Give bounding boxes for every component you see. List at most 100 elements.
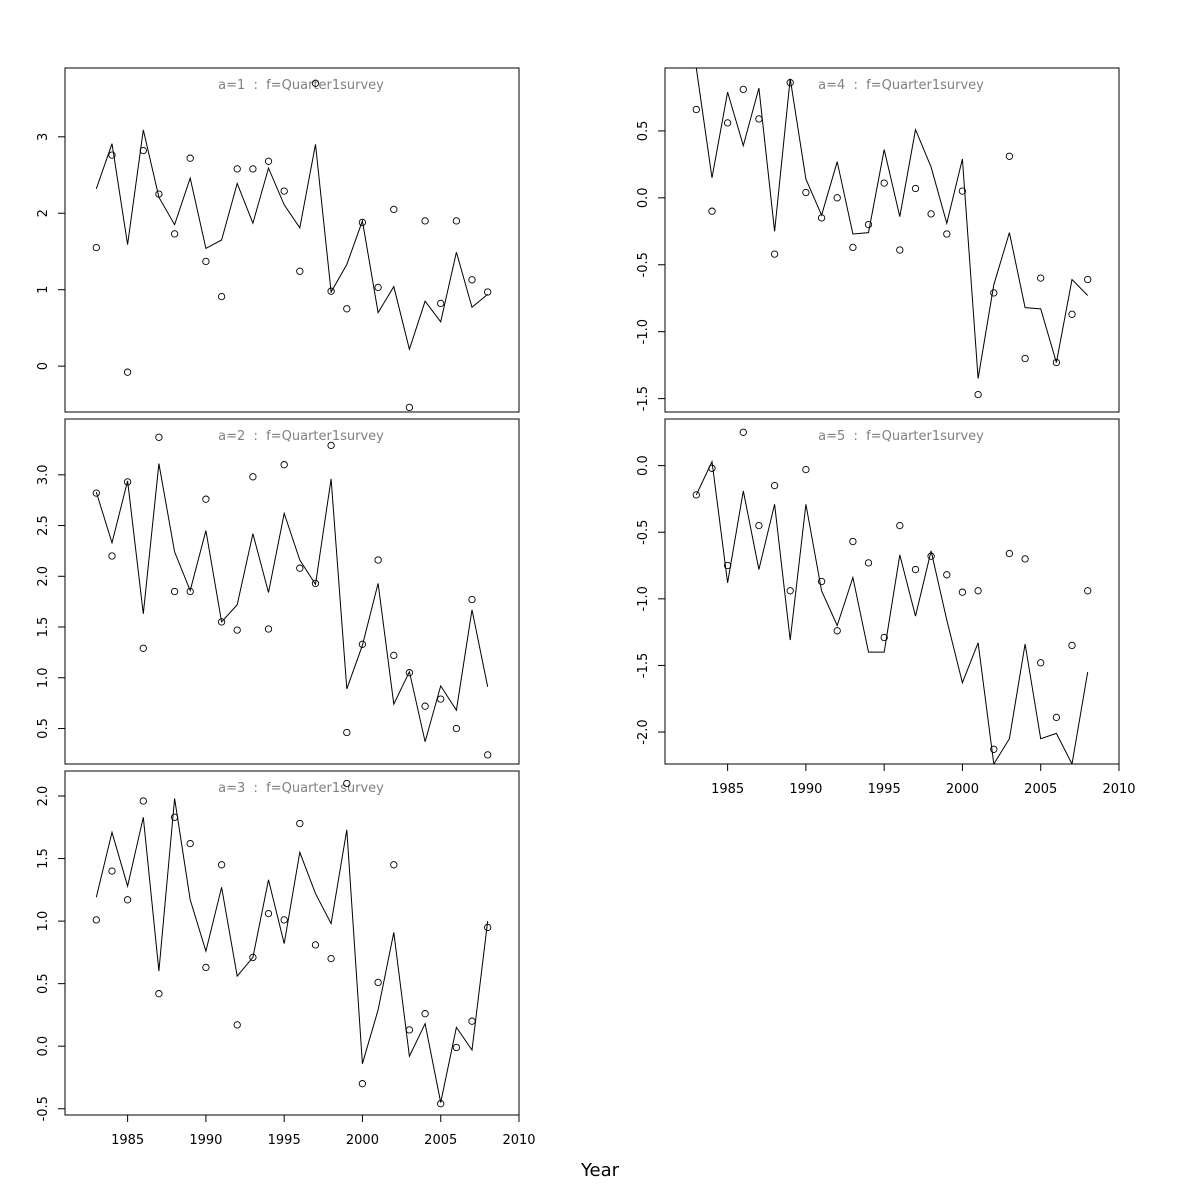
observed-point — [1052, 358, 1061, 367]
observed-point — [280, 461, 288, 469]
observed-point — [786, 587, 794, 595]
observed-point — [170, 813, 179, 821]
panel-title: a=1 : f=Quarter1survey — [218, 78, 384, 93]
panel-4: a=4 : f=Quarter1survey -1.5 -1.0 -0.5 0.0 0.5 — [636, 67, 1120, 413]
observed-point — [468, 1017, 476, 1025]
observed-point — [864, 559, 873, 567]
panel-frame — [64, 67, 520, 413]
x-axis: 1985 1990 1995 2000 2005 2010 — [111, 1114, 536, 1148]
x-tick-label: 1990 — [189, 1133, 222, 1148]
observed-point — [692, 491, 700, 499]
observed-point — [264, 625, 273, 633]
y-tick-label: 0.0 — [636, 187, 651, 208]
observed-point — [390, 205, 398, 214]
y-tick-label: -0.5 — [636, 520, 651, 545]
observed-point — [437, 299, 445, 308]
panel-frame — [64, 770, 520, 1116]
y-tick-label: -1.0 — [636, 319, 651, 344]
observed-point — [155, 433, 163, 441]
x-axis: 1985 1990 1995 2000 2005 2010 — [711, 763, 1136, 797]
observed-point — [311, 579, 320, 588]
observed-point — [327, 441, 335, 450]
panel-title: a=5 : f=Quarter1survey — [818, 429, 984, 444]
observed-point — [358, 218, 367, 227]
y-tick-label: 2.0 — [36, 566, 51, 587]
observed-point — [186, 154, 194, 162]
observed-point — [755, 115, 763, 123]
observed-point — [1005, 549, 1014, 558]
observed-point — [1021, 354, 1029, 363]
observed-point — [343, 728, 351, 737]
observed-point — [311, 79, 320, 87]
observed-point — [123, 368, 132, 376]
observed-point — [452, 1043, 461, 1052]
observed-point — [374, 283, 382, 292]
y-tick-label: 1 — [36, 286, 51, 294]
fitted-line — [95, 129, 489, 352]
x-tick-label: 1995 — [868, 782, 901, 797]
observed-point — [264, 909, 273, 918]
observed-point — [484, 923, 492, 932]
observed-point — [864, 220, 873, 229]
observed-point — [943, 571, 951, 579]
observed-point — [437, 1100, 445, 1108]
observed-point — [880, 179, 888, 187]
observed-point — [123, 896, 132, 904]
x-tick-label: 2000 — [346, 1133, 379, 1148]
observed-point — [108, 867, 116, 875]
observed-point — [770, 481, 779, 490]
observed-point — [958, 588, 967, 596]
x-tick-label: 2010 — [502, 1133, 535, 1148]
observed-point — [786, 79, 794, 87]
observed-point — [327, 287, 335, 295]
y-tick-label: -2.0 — [636, 719, 651, 744]
observed-point — [374, 556, 382, 564]
panel-title: a=2 : f=Quarter1survey — [218, 429, 384, 444]
observed-point — [708, 464, 716, 472]
observed-point — [1052, 713, 1061, 722]
observed-point — [468, 595, 476, 604]
fitted-line — [695, 459, 1089, 764]
observed-point — [155, 190, 163, 198]
observed-point — [374, 978, 382, 987]
observed-point — [280, 916, 288, 924]
observed-point — [990, 745, 998, 753]
y-tick-label: 0.0 — [636, 455, 651, 476]
observed-point — [723, 119, 732, 127]
observed-point — [708, 207, 716, 215]
observed-point — [92, 916, 100, 924]
y-tick-label: 2.5 — [36, 515, 51, 536]
observed-point — [405, 403, 414, 412]
x-axis-label: Year — [580, 1160, 620, 1181]
observed-point — [927, 552, 935, 560]
y-tick-label: -0.5 — [36, 1096, 51, 1121]
observed-point — [233, 1021, 241, 1029]
observed-point — [1084, 587, 1092, 595]
y-tick-label: 3.0 — [36, 464, 51, 485]
x-tick-label: 1985 — [111, 1133, 144, 1148]
y-tick-label: 0 — [36, 362, 51, 370]
plot-area — [692, 428, 1092, 764]
observed-point — [974, 587, 982, 595]
panel-title: a=4 : f=Quarter1survey — [818, 78, 984, 93]
y-tick-label: 1.0 — [36, 667, 51, 688]
observed-point — [1021, 555, 1029, 563]
observed-point — [217, 292, 226, 301]
observed-point — [739, 85, 747, 94]
observed-point — [437, 695, 445, 703]
y-tick-label: 0.5 — [36, 718, 51, 739]
plot-area — [92, 79, 492, 412]
observed-point — [249, 953, 257, 962]
panel-title: a=3 : f=Quarter1survey — [218, 781, 384, 796]
observed-point — [296, 564, 304, 572]
observed-point — [296, 819, 304, 828]
observed-point — [92, 243, 100, 252]
observed-point — [264, 157, 273, 165]
observed-point — [927, 210, 935, 218]
y-tick-label: 1.5 — [36, 848, 51, 869]
y-tick-label: -0.5 — [636, 252, 651, 277]
y-tick-label: 2.0 — [36, 786, 51, 807]
observed-point — [1005, 152, 1014, 160]
observed-point — [817, 577, 826, 586]
